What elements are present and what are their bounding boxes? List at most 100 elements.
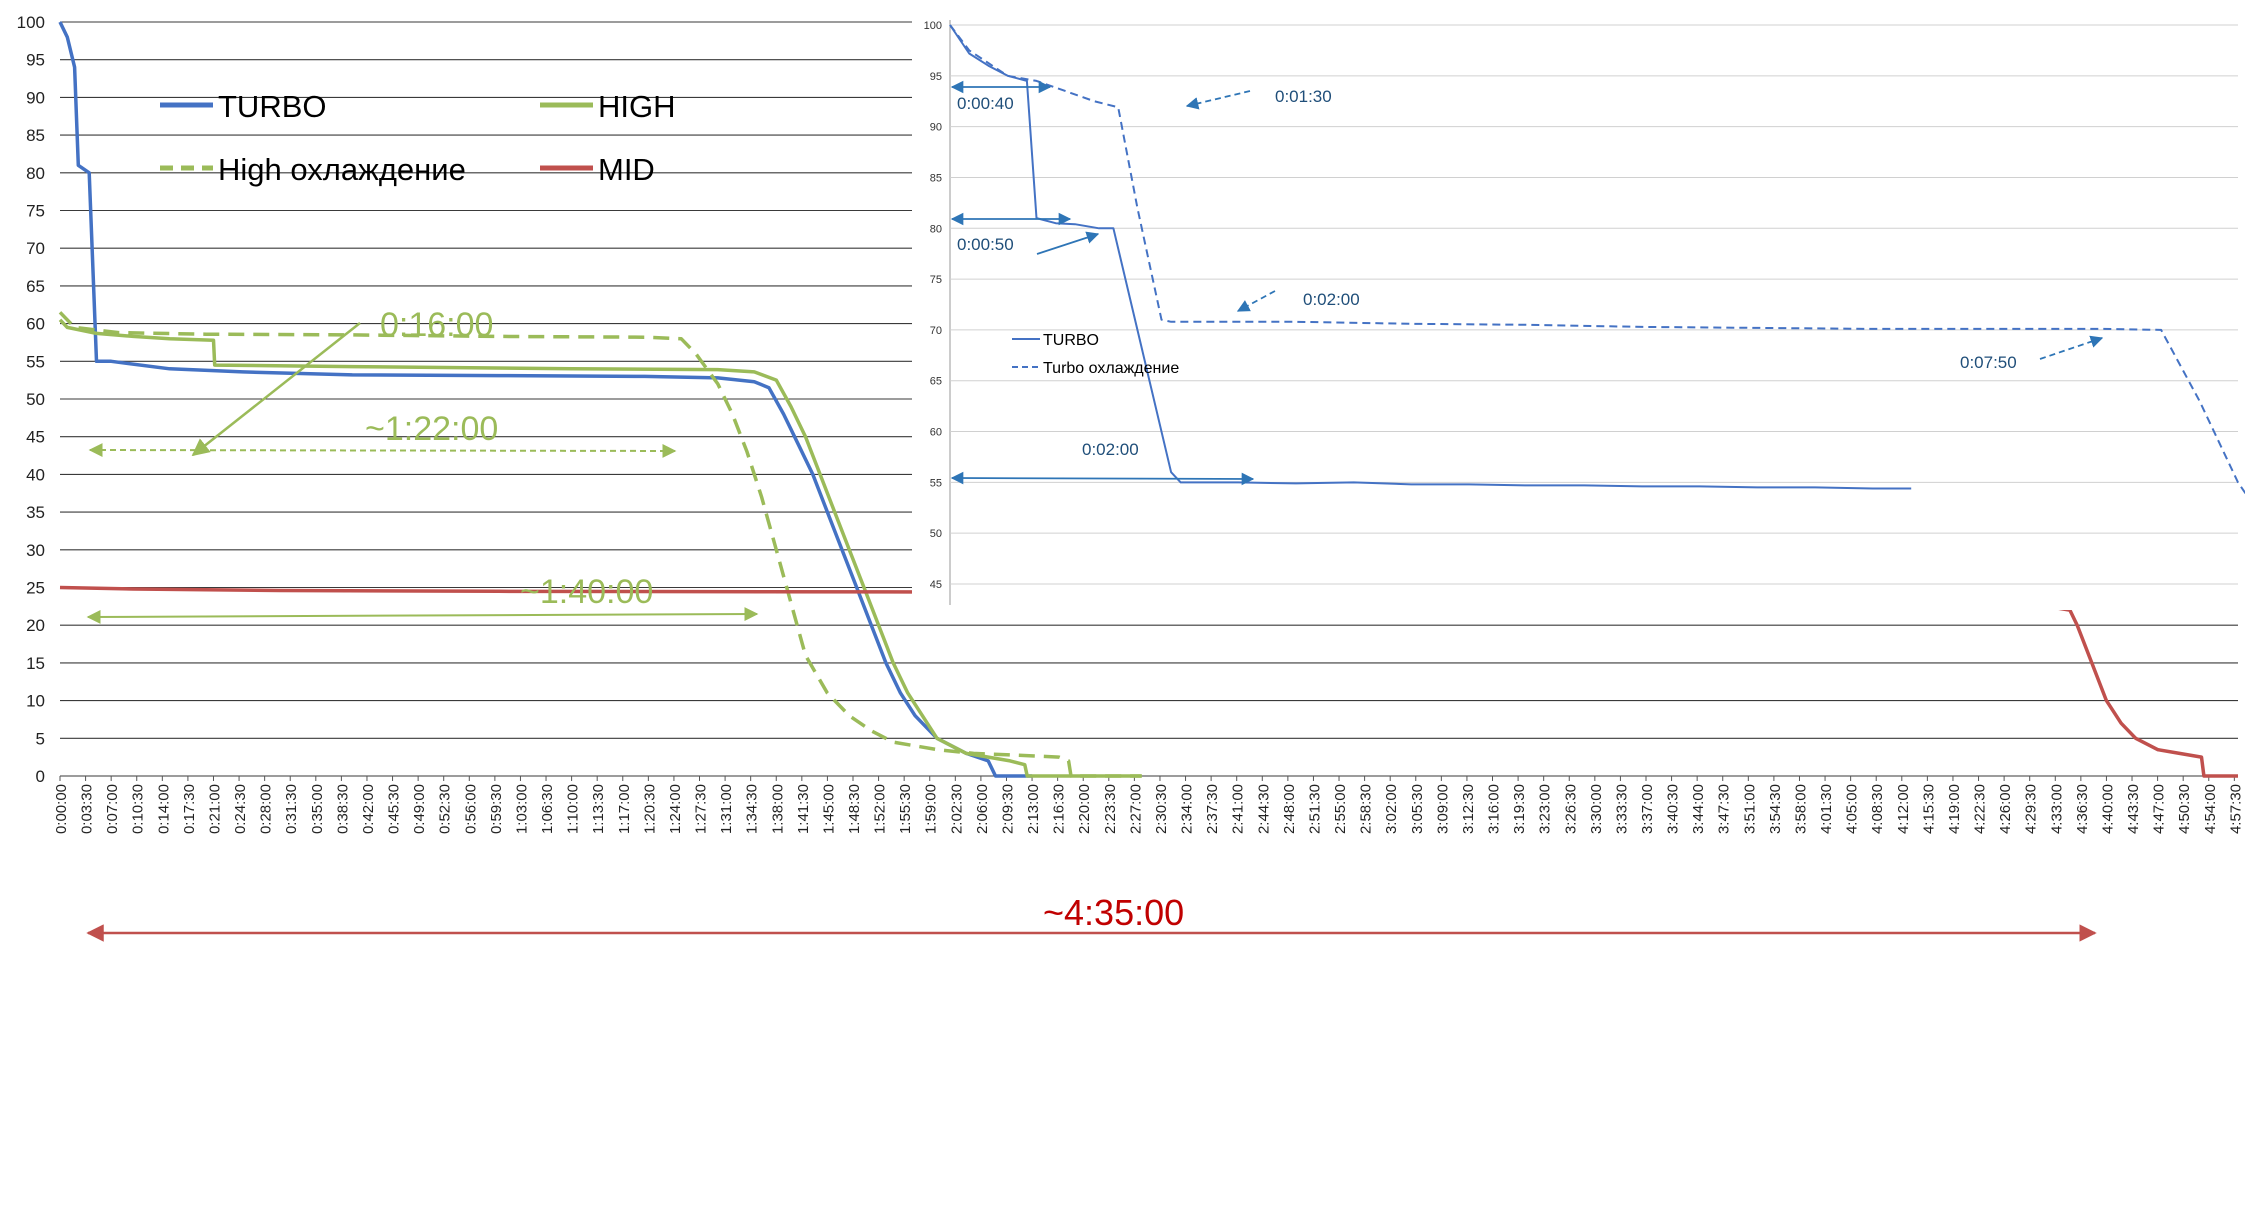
main-x-tick-label: 3:44:00: [1690, 784, 1707, 834]
inset-y-axis: 45 50 55 60 65 70 75 80 85 90 95 100: [924, 20, 942, 591]
main-x-tick-label: 3:58:00: [1792, 784, 1809, 834]
main-x-tick-label: 4:22:30: [1972, 784, 1989, 834]
main-x-tick-label: 3:30:00: [1588, 784, 1605, 834]
main-x-tick-label: 0:38:30: [334, 784, 351, 834]
main-x-tick-label: 0:42:00: [360, 784, 377, 834]
main-y-tick-label: 55: [26, 352, 45, 371]
legend-item-high: HIGH: [540, 89, 676, 124]
main-x-tick-label: 2:55:00: [1332, 784, 1349, 834]
main-x-tick-label: 1:10:00: [565, 784, 582, 834]
legend-item-turbo: TURBO: [160, 89, 327, 124]
inset-y-tick-label: 45: [930, 579, 942, 591]
main-x-tick-label: 3:05:30: [1409, 784, 1426, 834]
main-x-tick-label: 4:40:00: [2099, 784, 2116, 834]
inset-label-0-02-00-span: 0:02:00: [1082, 440, 1139, 459]
main-x-tick-label: 3:37:00: [1639, 784, 1656, 834]
main-y-tick-label: 50: [26, 390, 45, 409]
main-y-tick-label: 15: [26, 654, 45, 673]
inset-legend-label-turbo: TURBO: [1043, 332, 1099, 349]
main-x-tick-label: 2:37:30: [1204, 784, 1221, 834]
main-x-tick-label: 4:12:00: [1895, 784, 1912, 834]
annotation-1-22: ~1:22:00: [365, 410, 498, 448]
main-x-tick-label: 2:13:00: [1025, 784, 1042, 834]
main-y-tick-label: 90: [26, 88, 45, 107]
inset-y-tick-label: 65: [930, 376, 942, 388]
inset-legend-item-turbo: TURBO: [1012, 332, 1099, 349]
main-x-tick-label: 1:38:00: [769, 784, 786, 834]
main-x-tick-label: 0:00:00: [53, 784, 70, 834]
main-x-tick-label: 1:13:30: [590, 784, 607, 834]
main-x-tick-label: 2:51:30: [1306, 784, 1323, 834]
inset-y-tick-label: 90: [930, 122, 942, 134]
main-x-tick-label: 3:33:30: [1613, 784, 1630, 834]
inset-chart: 45 50 55 60 65 70 75 80 85 90 95 100 0:00:40 0:01:3…: [912, 0, 2245, 610]
arrow-1-22-range: [88, 443, 677, 458]
legend-label-turbo: TURBO: [218, 89, 327, 124]
main-x-tick-label: 4:50:30: [2176, 784, 2193, 834]
main-x-tick-label: 0:17:30: [181, 784, 198, 834]
inset-label-0-07-50: 0:07:50: [1960, 353, 2017, 372]
series-line-high: [58, 311, 1142, 778]
main-x-tick-label: 2:58:30: [1358, 784, 1375, 834]
main-x-tick-label: 2:09:30: [999, 784, 1016, 834]
main-x-tick-label: 0:52:30: [437, 784, 454, 834]
inset-arrow-0-01-30: [1185, 90, 1251, 110]
main-x-tick-label: 0:59:30: [488, 784, 505, 834]
inset-y-tick-label: 60: [930, 427, 942, 439]
main-x-tick-label: 0:56:00: [462, 784, 479, 834]
main-x-tick-label: 2:34:00: [1179, 784, 1196, 834]
main-y-tick-label: 70: [26, 239, 45, 258]
series-line-high: [58, 318, 1142, 778]
series-line-turbo: [58, 21, 1033, 778]
main-x-tick-label: 1:55:30: [897, 784, 914, 834]
inset-y-tick-label: 100: [924, 20, 942, 32]
main-y-tick-label: 80: [26, 164, 45, 183]
main-y-tick-label: 85: [26, 126, 45, 145]
main-x-tick-label: 1:45:00: [820, 784, 837, 834]
inset-series-line-turbo-cooling: [949, 24, 2245, 495]
inset-background: [912, 0, 2245, 610]
main-x-tick-label: 1:52:00: [872, 784, 889, 834]
main-x-tick-label: 4:05:00: [1844, 784, 1861, 834]
main-x-tick-label: 4:01:30: [1818, 784, 1835, 834]
main-legend: TURBO HIGH High охлаждение MID: [160, 89, 676, 187]
main-x-tick-label: 1:41:30: [795, 784, 812, 834]
main-x-tick-label: 0:45:30: [386, 784, 403, 834]
inset-y-tick-label: 80: [930, 223, 942, 235]
inset-legend-item-turbo-cooling: Turbo охлаждение: [1012, 360, 1179, 377]
main-annotations: 0:16:00 ~1:22:00 ~1:40:00 ~4:35:00: [86, 306, 2097, 942]
arrow-16min-pointer: [191, 322, 361, 457]
main-plot-area: [58, 21, 2238, 778]
main-x-tick-label: 2:06:00: [974, 784, 991, 834]
main-x-tick-label: 0:03:30: [79, 784, 96, 834]
annotation-16min: 0:16:00: [380, 306, 493, 344]
legend-item-mid: MID: [540, 152, 655, 187]
main-x-tick-label: 1:34:30: [744, 784, 761, 834]
main-x-tick-label: 3:26:30: [1562, 784, 1579, 834]
main-y-tick-label: 0: [36, 767, 45, 786]
inset-label-0-00-50: 0:00:50: [957, 235, 1014, 254]
main-x-tick-label: 3:09:00: [1434, 784, 1451, 834]
legend-label-high: HIGH: [598, 89, 676, 124]
inset-label-0-02-00-drop: 0:02:00: [1303, 290, 1360, 309]
main-x-tick-label: 2:23:30: [1102, 784, 1119, 834]
inset-y-tick-label: 70: [930, 325, 942, 337]
main-x-tick-label: 3:47:30: [1716, 784, 1733, 834]
main-x-tick-label: 3:19:30: [1511, 784, 1528, 834]
main-x-tick-label: 3:16:00: [1486, 784, 1503, 834]
main-x-tick-label: 0:07:00: [104, 784, 121, 834]
main-x-tick-label: 1:24:00: [667, 784, 684, 834]
main-x-tick-label: 4:19:00: [1946, 784, 1963, 834]
main-x-tick-label: 4:15:30: [1920, 784, 1937, 834]
main-x-tick-label: 3:02:00: [1383, 784, 1400, 834]
main-y-tick-label: 5: [36, 729, 45, 748]
main-x-tick-label: 4:43:30: [2125, 784, 2142, 834]
main-y-tick-label: 100: [17, 13, 45, 32]
main-x-tick-label: 1:48:30: [846, 784, 863, 834]
inset-y-tick-label: 55: [930, 477, 942, 489]
main-x-tick-label: 4:36:30: [2074, 784, 2091, 834]
annotation-4-35: ~4:35:00: [1043, 892, 1184, 933]
main-x-tick-label: 3:12:30: [1460, 784, 1477, 834]
main-x-tick-label: 1:03:00: [513, 784, 530, 834]
main-x-tick-label: 1:06:30: [539, 784, 556, 834]
